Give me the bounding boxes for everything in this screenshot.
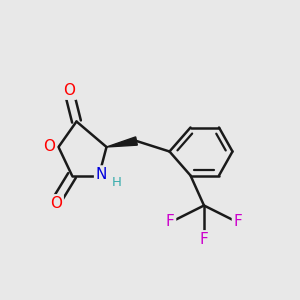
Text: O: O [64, 83, 76, 98]
Polygon shape [106, 137, 137, 147]
Text: F: F [200, 232, 208, 247]
Text: O: O [44, 139, 56, 154]
Text: F: F [166, 214, 175, 230]
Text: F: F [233, 214, 242, 230]
Text: N: N [96, 167, 107, 182]
Text: H: H [112, 176, 121, 190]
Text: O: O [50, 196, 62, 211]
